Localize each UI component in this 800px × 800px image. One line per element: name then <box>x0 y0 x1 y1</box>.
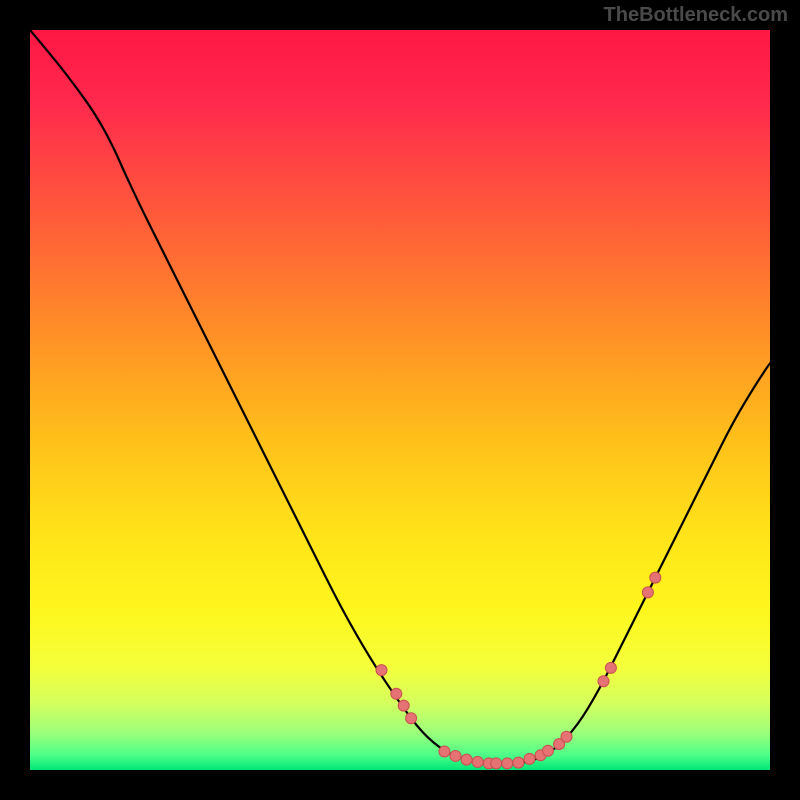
data-marker <box>650 572 661 583</box>
curve-layer <box>30 30 770 770</box>
data-marker <box>598 676 609 687</box>
data-marker <box>391 688 402 699</box>
data-marker <box>398 700 409 711</box>
data-marker <box>491 758 502 769</box>
data-markers <box>376 572 661 769</box>
bottleneck-curve <box>30 30 770 764</box>
plot-area <box>30 30 770 770</box>
data-marker <box>450 750 461 761</box>
data-marker <box>524 753 535 764</box>
data-marker <box>605 662 616 673</box>
data-marker <box>513 757 524 768</box>
data-marker <box>376 665 387 676</box>
data-marker <box>439 746 450 757</box>
data-marker <box>472 756 483 767</box>
data-marker <box>461 754 472 765</box>
watermark-text: TheBottleneck.com <box>604 4 788 27</box>
data-marker <box>543 745 554 756</box>
data-marker <box>406 713 417 724</box>
data-marker <box>561 731 572 742</box>
data-marker <box>502 758 513 769</box>
data-marker <box>642 587 653 598</box>
